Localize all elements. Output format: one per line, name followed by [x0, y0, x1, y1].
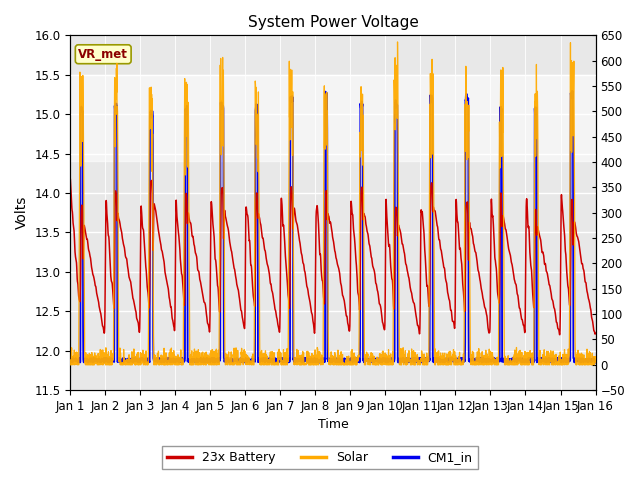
- Y-axis label: Volts: Volts: [15, 196, 29, 229]
- Text: VR_met: VR_met: [78, 48, 128, 61]
- X-axis label: Time: Time: [317, 419, 348, 432]
- Bar: [70, 75, 595, 161]
- Legend: 23x Battery, Solar, CM1_in: 23x Battery, Solar, CM1_in: [163, 446, 477, 469]
- Title: System Power Voltage: System Power Voltage: [248, 15, 419, 30]
